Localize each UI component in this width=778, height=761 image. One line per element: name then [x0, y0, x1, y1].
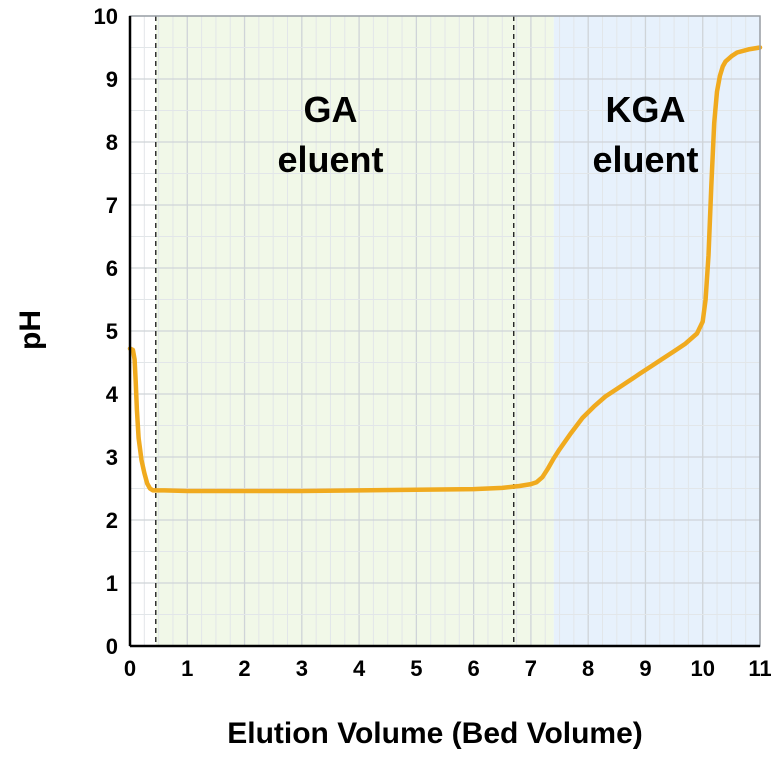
y-tick-label-0: 0 [106, 634, 118, 659]
y-tick-label-3: 3 [106, 445, 118, 470]
y-tick-label-1: 1 [106, 571, 118, 596]
y-tick-label-4: 4 [106, 382, 119, 407]
x-tick-label-1: 1 [181, 656, 193, 681]
x-tick-label-11: 11 [748, 656, 771, 681]
x-tick-label-2: 2 [238, 656, 250, 681]
region-label-2-line2: eluent [592, 139, 698, 180]
tick-label-layer: 0 1 2 3 4 5 6 7 8 9 10 11 0 1 2 3 4 5 6 7 8 9 10 [94, 4, 772, 681]
region-label-layer: GA eluent KGA eluent [277, 89, 698, 180]
y-tick-label-8: 8 [106, 130, 118, 155]
y-tick-label-5: 5 [106, 319, 118, 344]
y-tick-label-7: 7 [106, 193, 118, 218]
y-tick-label-10: 10 [94, 4, 118, 29]
y-tick-label-2: 2 [106, 508, 118, 533]
series-layer [127, 45, 763, 494]
y-tick-label-9: 9 [106, 67, 118, 92]
x-tick-label-5: 5 [410, 656, 422, 681]
x-tick-label-3: 3 [296, 656, 308, 681]
y-axis-title: pH [14, 310, 47, 350]
region-label-1-line2: eluent [277, 139, 383, 180]
y-tick-label-6: 6 [106, 256, 118, 281]
x-tick-label-6: 6 [468, 656, 480, 681]
x-axis-title: Elution Volume (Bed Volume) [227, 717, 643, 750]
divider-layer [155, 16, 515, 646]
x-tick-label-7: 7 [525, 656, 537, 681]
series-line-1 [127, 45, 763, 494]
region-label-2-line1: KGA [605, 89, 685, 130]
x-tick-label-8: 8 [582, 656, 594, 681]
x-tick-label-10: 10 [690, 656, 714, 681]
x-tick-label-4: 4 [353, 656, 366, 681]
x-tick-label-0: 0 [124, 656, 136, 681]
axis-layer [128, 15, 761, 648]
region-label-1-line1: GA [303, 89, 357, 130]
x-tick-label-9: 9 [639, 656, 651, 681]
